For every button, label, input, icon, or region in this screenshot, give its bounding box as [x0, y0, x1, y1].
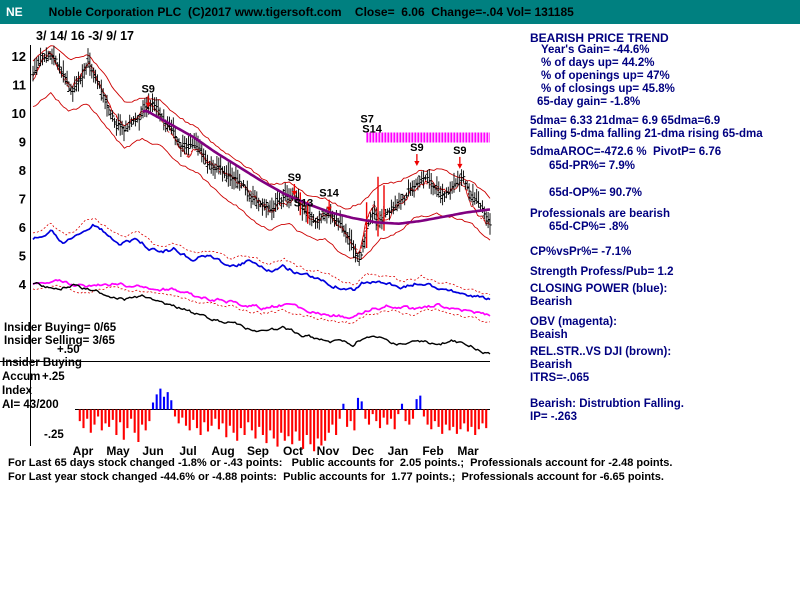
month-label: Jan [388, 444, 409, 458]
signal-label-s7: S7 [360, 114, 373, 126]
accum-panel-title-1: Insider Buying [2, 357, 82, 369]
y-axis-label: 6 [19, 220, 26, 235]
ip-value: IP= -.263 [530, 411, 577, 423]
y-axis-label: 5 [19, 249, 26, 264]
cp-vs-pr: CP%vsPr%= -7.1% [530, 246, 632, 258]
rel-str-heading: REL.STR..VS DJI (brown): [530, 346, 672, 358]
op-percent: 65d-OP%= 90.7% [549, 187, 643, 199]
signal-down-arrow-icon [457, 163, 463, 169]
month-label: Nov [317, 444, 340, 458]
accum-panel-title-3: Index [2, 385, 33, 397]
month-label: Jun [142, 444, 163, 458]
years-gain: Year's Gain= -44.6% [541, 44, 650, 56]
obv-line [32, 279, 491, 320]
month-label: Aug [211, 444, 234, 458]
y-axis-label: 10 [12, 106, 26, 121]
axes: 12 11 10 9 8 7 6 5 4 [12, 45, 31, 446]
closing-power-line [32, 223, 491, 301]
insider-buying-count: Insider Buying= 0/65 [4, 322, 117, 334]
y-axis-label: 11 [12, 78, 26, 93]
month-label: May [106, 444, 130, 458]
month-label: Apr [73, 444, 94, 458]
pct-openings-up: % of openings up= 47% [541, 70, 670, 82]
dma-direction: Falling 5-dma falling 21-dma rising 65-d… [530, 128, 763, 140]
rel-str-state: Bearish [530, 359, 573, 371]
cp-percent: 65d-CP%= .8% [549, 221, 629, 233]
distribution-note: Bearish: Distrubtion Falling. [530, 398, 684, 410]
ticker-symbol: NE [6, 5, 23, 19]
dotted-ma-lines [32, 52, 491, 324]
ai-ratio-value: AI= 43/200 [2, 399, 59, 411]
ma65-line [142, 109, 491, 225]
signal-label-s14: S14 [319, 188, 339, 200]
aroc-pivot: 5dmaAROC=-472.6 % PivotP= 6.76 [530, 146, 722, 158]
closing-power-heading: CLOSING POWER (blue): [530, 283, 668, 295]
pct-closings-up: % of closings up= 45.8% [541, 83, 675, 95]
signal-label-s9: S9 [453, 145, 466, 157]
signal-down-arrow-icon [414, 161, 420, 167]
month-label: Dec [352, 444, 374, 458]
signal-label-s14: S14 [362, 124, 382, 136]
y-axis-label: 4 [19, 277, 27, 292]
month-axis: Apr May Jun Jul Aug Sep Oct Nov Dec Jan Feb Mar [73, 444, 479, 458]
resistance-zone [365, 132, 490, 143]
sixty-five-day-gain: 65-day gain= -1.8% [537, 96, 641, 108]
y-axis-label: 9 [19, 135, 26, 150]
y-axis-label: 7 [19, 192, 26, 207]
closing-power-state: Bearish [530, 296, 573, 308]
accum-scale-low: -.25 [44, 429, 64, 441]
obv-heading: OBV (magenta): [530, 316, 617, 328]
date-range-label: 3/ 14/ 16 -3/ 9/ 17 [36, 29, 134, 43]
rel-strength-line [32, 282, 491, 355]
y-axis-label: 8 [19, 163, 26, 178]
price-bands [32, 45, 491, 261]
accum-panel-title-2: Accum [2, 371, 41, 383]
professionals-note: Professionals are bearish [530, 208, 670, 220]
summary-line-65d: For Last 65 days stock changed -1.8% or … [8, 457, 673, 469]
pr-percent: 65d-PR%= 7.9% [549, 160, 635, 172]
signal-down-arrow-icon [326, 206, 332, 212]
signal-label-s9: S9 [288, 172, 301, 184]
month-label: Jul [179, 444, 196, 458]
dma-values: 5dma= 6.33 21dma= 6.9 65dma=6.9 [530, 115, 721, 127]
pct-days-up: % of days up= 44.2% [541, 57, 655, 69]
accum-scale-mid: +.25 [42, 371, 65, 383]
window-title: Noble Corporation PLC (C)2017 www.tigers… [48, 5, 574, 19]
signal-down-arrow-icon [291, 190, 298, 196]
month-label: Oct [283, 444, 303, 458]
title-bar: NE Noble Corporation PLC (C)2017 www.tig… [0, 0, 800, 24]
month-label: Mar [457, 444, 479, 458]
insider-selling-count: Insider Selling= 3/65 [4, 335, 115, 347]
accum-scale-high: +.50 [57, 344, 80, 356]
month-label: Feb [422, 444, 443, 458]
summary-line-year: For Last year stock changed -44.6% or -4… [8, 471, 664, 483]
signal-label-s9: S9 [410, 142, 423, 154]
month-label: Sep [247, 444, 269, 458]
signal-down-arrow-icon [145, 102, 151, 108]
y-axis-label: 12 [12, 49, 26, 64]
strength-ratio: Strength Profess/Pub= 1.2 [530, 266, 674, 278]
signal-label-s13: S13 [294, 198, 314, 210]
price-trend-heading: BEARISH PRICE TREND [530, 31, 669, 45]
signal-label-s9: S9 [141, 84, 154, 96]
red-signal-bars [299, 176, 385, 248]
itrs-value: ITRS=-.065 [530, 372, 590, 384]
obv-state: Beaish [530, 329, 568, 341]
accum-index-panel [0, 361, 490, 452]
ohlc-bars [31, 45, 492, 266]
